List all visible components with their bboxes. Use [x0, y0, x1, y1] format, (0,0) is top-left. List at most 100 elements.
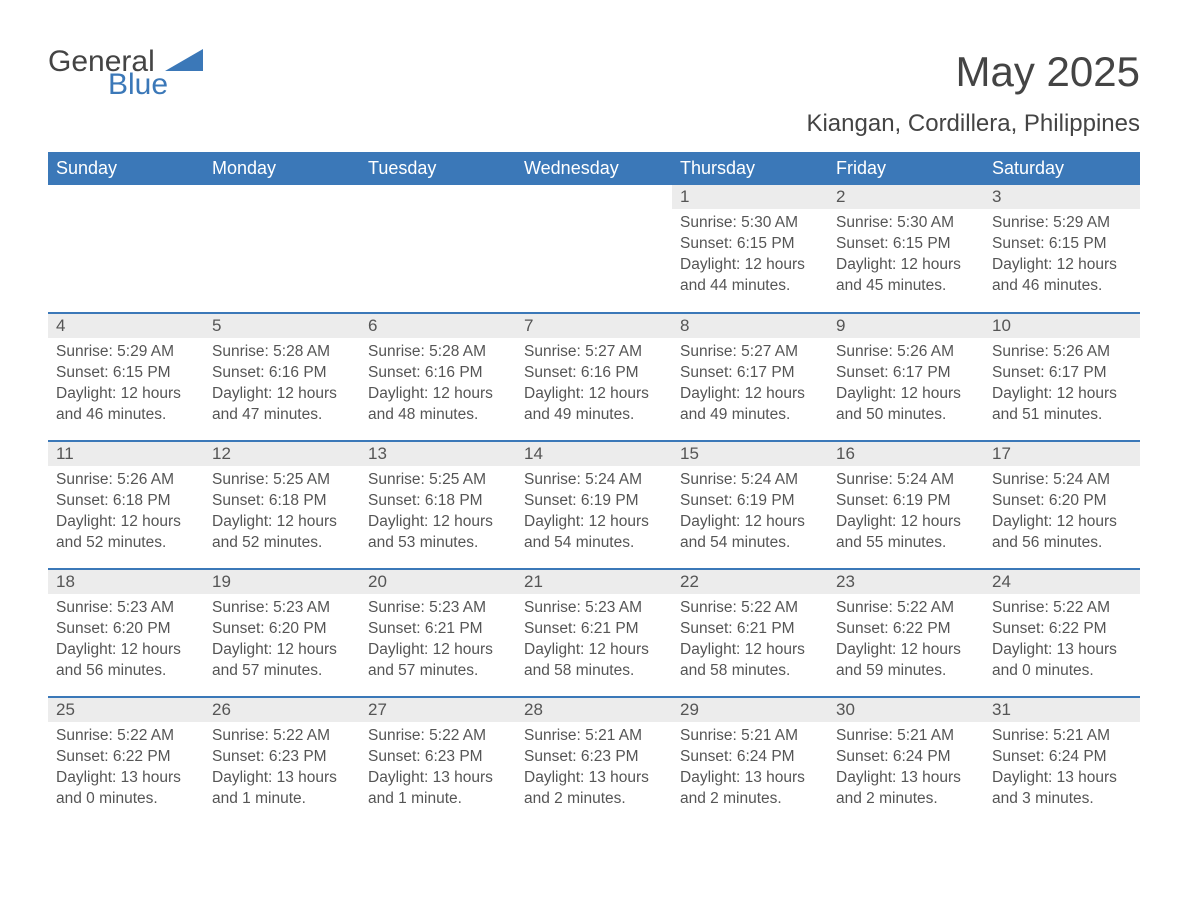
day-details: Sunrise: 5:29 AMSunset: 6:15 PMDaylight:…	[984, 209, 1140, 303]
calendar-day-cell	[204, 185, 360, 313]
day-details: Sunrise: 5:25 AMSunset: 6:18 PMDaylight:…	[204, 466, 360, 560]
sunrise-text: Sunrise: 5:30 AM	[836, 213, 976, 234]
day-number: 10	[984, 314, 1140, 338]
calendar-week-row: 25Sunrise: 5:22 AMSunset: 6:22 PMDayligh…	[48, 697, 1140, 825]
sunrise-text: Sunrise: 5:26 AM	[56, 470, 196, 491]
sunrise-text: Sunrise: 5:23 AM	[56, 598, 196, 619]
day-details: Sunrise: 5:23 AMSunset: 6:21 PMDaylight:…	[516, 594, 672, 688]
day-details: Sunrise: 5:27 AMSunset: 6:17 PMDaylight:…	[672, 338, 828, 432]
daylight-text: Daylight: 12 hours and 50 minutes.	[836, 384, 976, 426]
sunrise-text: Sunrise: 5:26 AM	[992, 342, 1132, 363]
sunset-text: Sunset: 6:15 PM	[680, 234, 820, 255]
sunset-text: Sunset: 6:24 PM	[836, 747, 976, 768]
sunset-text: Sunset: 6:18 PM	[56, 491, 196, 512]
day-details: Sunrise: 5:21 AMSunset: 6:24 PMDaylight:…	[984, 722, 1140, 816]
day-number: 20	[360, 570, 516, 594]
sunset-text: Sunset: 6:21 PM	[680, 619, 820, 640]
sunrise-text: Sunrise: 5:25 AM	[368, 470, 508, 491]
logo: General Blue	[48, 48, 203, 99]
calendar-week-row: 4Sunrise: 5:29 AMSunset: 6:15 PMDaylight…	[48, 313, 1140, 441]
day-number: 21	[516, 570, 672, 594]
daylight-text: Daylight: 12 hours and 49 minutes.	[524, 384, 664, 426]
calendar-day-cell: 9Sunrise: 5:26 AMSunset: 6:17 PMDaylight…	[828, 313, 984, 441]
sunset-text: Sunset: 6:20 PM	[56, 619, 196, 640]
day-details: Sunrise: 5:26 AMSunset: 6:18 PMDaylight:…	[48, 466, 204, 560]
calendar-day-cell	[360, 185, 516, 313]
day-number: 18	[48, 570, 204, 594]
sunset-text: Sunset: 6:20 PM	[992, 491, 1132, 512]
calendar-day-cell: 16Sunrise: 5:24 AMSunset: 6:19 PMDayligh…	[828, 441, 984, 569]
daylight-text: Daylight: 13 hours and 1 minute.	[212, 768, 352, 810]
day-number: 11	[48, 442, 204, 466]
calendar-day-cell: 28Sunrise: 5:21 AMSunset: 6:23 PMDayligh…	[516, 697, 672, 825]
sunset-text: Sunset: 6:18 PM	[212, 491, 352, 512]
calendar-day-cell: 1Sunrise: 5:30 AMSunset: 6:15 PMDaylight…	[672, 185, 828, 313]
daylight-text: Daylight: 13 hours and 0 minutes.	[992, 640, 1132, 682]
day-details: Sunrise: 5:24 AMSunset: 6:20 PMDaylight:…	[984, 466, 1140, 560]
calendar-day-cell: 20Sunrise: 5:23 AMSunset: 6:21 PMDayligh…	[360, 569, 516, 697]
day-details: Sunrise: 5:24 AMSunset: 6:19 PMDaylight:…	[672, 466, 828, 560]
sunset-text: Sunset: 6:18 PM	[368, 491, 508, 512]
day-number: 12	[204, 442, 360, 466]
calendar-day-cell: 18Sunrise: 5:23 AMSunset: 6:20 PMDayligh…	[48, 569, 204, 697]
day-number: 16	[828, 442, 984, 466]
daylight-text: Daylight: 12 hours and 52 minutes.	[56, 512, 196, 554]
sunrise-text: Sunrise: 5:24 AM	[680, 470, 820, 491]
daylight-text: Daylight: 12 hours and 48 minutes.	[368, 384, 508, 426]
daylight-text: Daylight: 13 hours and 0 minutes.	[56, 768, 196, 810]
calendar-day-cell: 8Sunrise: 5:27 AMSunset: 6:17 PMDaylight…	[672, 313, 828, 441]
sunrise-text: Sunrise: 5:21 AM	[992, 726, 1132, 747]
day-number: 8	[672, 314, 828, 338]
daylight-text: Daylight: 13 hours and 3 minutes.	[992, 768, 1132, 810]
calendar-day-cell: 2Sunrise: 5:30 AMSunset: 6:15 PMDaylight…	[828, 185, 984, 313]
day-details: Sunrise: 5:30 AMSunset: 6:15 PMDaylight:…	[672, 209, 828, 303]
daylight-text: Daylight: 12 hours and 49 minutes.	[680, 384, 820, 426]
sunset-text: Sunset: 6:19 PM	[524, 491, 664, 512]
day-number: 1	[672, 185, 828, 209]
day-details: Sunrise: 5:30 AMSunset: 6:15 PMDaylight:…	[828, 209, 984, 303]
day-details	[48, 189, 204, 199]
day-details: Sunrise: 5:23 AMSunset: 6:20 PMDaylight:…	[48, 594, 204, 688]
calendar-day-cell: 13Sunrise: 5:25 AMSunset: 6:18 PMDayligh…	[360, 441, 516, 569]
page-title: May 2025	[806, 48, 1140, 96]
calendar-day-cell: 11Sunrise: 5:26 AMSunset: 6:18 PMDayligh…	[48, 441, 204, 569]
day-number: 9	[828, 314, 984, 338]
day-details: Sunrise: 5:21 AMSunset: 6:24 PMDaylight:…	[672, 722, 828, 816]
calendar-week-row: 1Sunrise: 5:30 AMSunset: 6:15 PMDaylight…	[48, 185, 1140, 313]
day-details: Sunrise: 5:22 AMSunset: 6:23 PMDaylight:…	[360, 722, 516, 816]
sunset-text: Sunset: 6:23 PM	[524, 747, 664, 768]
sunset-text: Sunset: 6:15 PM	[992, 234, 1132, 255]
calendar-day-cell: 24Sunrise: 5:22 AMSunset: 6:22 PMDayligh…	[984, 569, 1140, 697]
day-number: 24	[984, 570, 1140, 594]
calendar-day-cell	[516, 185, 672, 313]
weekday-header: Sunday	[48, 152, 204, 185]
sunrise-text: Sunrise: 5:27 AM	[524, 342, 664, 363]
sunset-text: Sunset: 6:24 PM	[680, 747, 820, 768]
sunrise-text: Sunrise: 5:28 AM	[212, 342, 352, 363]
calendar-day-cell: 31Sunrise: 5:21 AMSunset: 6:24 PMDayligh…	[984, 697, 1140, 825]
daylight-text: Daylight: 12 hours and 45 minutes.	[836, 255, 976, 297]
calendar-day-cell: 30Sunrise: 5:21 AMSunset: 6:24 PMDayligh…	[828, 697, 984, 825]
sunset-text: Sunset: 6:16 PM	[212, 363, 352, 384]
day-number: 2	[828, 185, 984, 209]
day-details: Sunrise: 5:28 AMSunset: 6:16 PMDaylight:…	[360, 338, 516, 432]
daylight-text: Daylight: 12 hours and 47 minutes.	[212, 384, 352, 426]
sunset-text: Sunset: 6:21 PM	[524, 619, 664, 640]
daylight-text: Daylight: 13 hours and 2 minutes.	[836, 768, 976, 810]
day-number: 15	[672, 442, 828, 466]
day-details: Sunrise: 5:22 AMSunset: 6:22 PMDaylight:…	[828, 594, 984, 688]
day-details: Sunrise: 5:27 AMSunset: 6:16 PMDaylight:…	[516, 338, 672, 432]
sunrise-text: Sunrise: 5:28 AM	[368, 342, 508, 363]
sunrise-text: Sunrise: 5:29 AM	[992, 213, 1132, 234]
daylight-text: Daylight: 12 hours and 57 minutes.	[212, 640, 352, 682]
calendar-day-cell: 4Sunrise: 5:29 AMSunset: 6:15 PMDaylight…	[48, 313, 204, 441]
sunrise-text: Sunrise: 5:27 AM	[680, 342, 820, 363]
sunrise-text: Sunrise: 5:25 AM	[212, 470, 352, 491]
day-number: 31	[984, 698, 1140, 722]
day-number: 5	[204, 314, 360, 338]
day-number: 23	[828, 570, 984, 594]
sunset-text: Sunset: 6:15 PM	[836, 234, 976, 255]
daylight-text: Daylight: 13 hours and 1 minute.	[368, 768, 508, 810]
sunrise-text: Sunrise: 5:24 AM	[524, 470, 664, 491]
day-details: Sunrise: 5:23 AMSunset: 6:21 PMDaylight:…	[360, 594, 516, 688]
